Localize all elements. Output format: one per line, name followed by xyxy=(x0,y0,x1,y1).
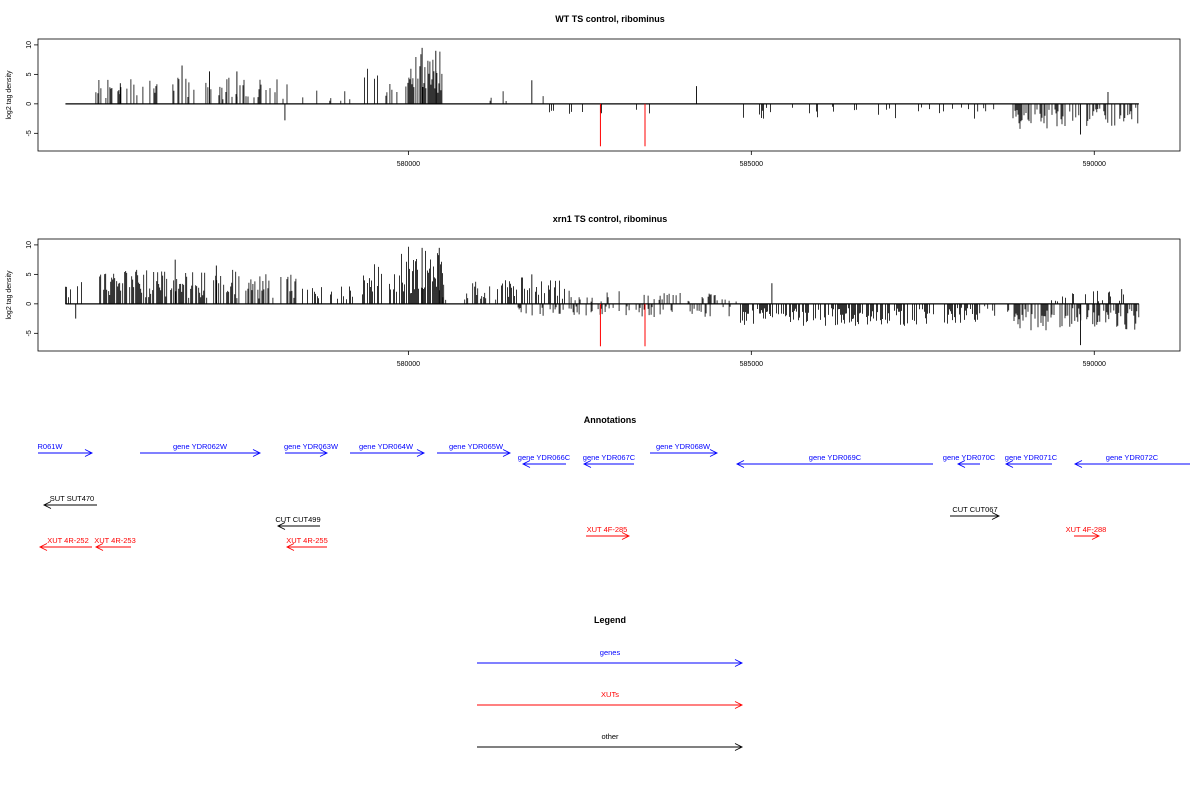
plot-frame xyxy=(37,238,1181,352)
gene-arrow-head xyxy=(416,449,426,457)
y-tick-label: 10 xyxy=(26,41,33,49)
x-tick-label: 585000 xyxy=(740,361,763,368)
other-arrow-head xyxy=(991,512,1001,520)
density-bars xyxy=(489,91,544,104)
y-tick-label: 5 xyxy=(26,272,33,276)
xut-arrow-head xyxy=(38,543,48,551)
y-tick-label: 0 xyxy=(26,302,33,306)
density-bars xyxy=(743,103,975,119)
density-bars xyxy=(1013,303,1067,331)
density-bars xyxy=(740,303,978,326)
density-bars xyxy=(65,282,82,304)
density-bars xyxy=(231,79,288,104)
xut-label: XUT 4F-288 xyxy=(1066,525,1107,534)
density-bars xyxy=(549,103,650,114)
xrn1-track-ylabel: log2 tag density xyxy=(6,270,13,320)
density-bars xyxy=(364,68,378,104)
x-tick-label: 585000 xyxy=(740,161,763,168)
density-bars xyxy=(302,90,351,104)
density-bars xyxy=(1051,290,1124,304)
gene-label: gene YDR072C xyxy=(1106,453,1159,462)
gene-label: gene YDR071C xyxy=(1005,453,1058,462)
y-tick-label: 5 xyxy=(26,72,33,76)
gene-arrow-head xyxy=(502,449,512,457)
gene-arrow-head xyxy=(1004,460,1014,468)
annotations-title: Annotations xyxy=(584,415,637,425)
density-bars xyxy=(442,281,497,304)
xut-label: XUT 4R-253 xyxy=(94,536,136,545)
gene-arrow-head xyxy=(709,449,719,457)
gene-label: gene YDR062W xyxy=(173,442,228,451)
gene-arrow-head xyxy=(252,449,262,457)
density-bars xyxy=(99,269,237,304)
density-bars xyxy=(1012,103,1066,129)
y-tick-label: -5 xyxy=(26,130,33,136)
x-tick-label: 580000 xyxy=(397,361,420,368)
xut-label: XUT 4F-285 xyxy=(587,525,628,534)
density-bars xyxy=(95,77,230,104)
gene-arrow-head xyxy=(582,460,592,468)
density-bars xyxy=(236,274,297,304)
density-bars xyxy=(977,103,995,112)
density-bars xyxy=(497,277,565,304)
gene-arrow-head xyxy=(1073,460,1083,468)
gene-arrow-head xyxy=(319,449,329,457)
xut-arrow-head xyxy=(621,532,631,540)
other-arrow-head xyxy=(42,501,52,509)
legend-arrow-head xyxy=(734,743,744,751)
xrn1-track-panel: xrn1 TS control, ribominus log2 tag dens… xyxy=(6,214,1181,368)
density-bars xyxy=(568,290,737,304)
gene-arrow-head xyxy=(956,460,966,468)
density-bars xyxy=(1069,103,1139,126)
gene-label: gene YDR063W xyxy=(284,442,339,451)
other-arrow-head xyxy=(276,522,286,530)
other-label: CUT CUT067 xyxy=(952,505,997,514)
x-tick-label: 580000 xyxy=(397,161,420,168)
legend-panel: Legend genes XUTs other xyxy=(477,615,744,751)
gene-label: gene YDR070C xyxy=(943,453,996,462)
gene-label: gene YDR064W xyxy=(359,442,414,451)
gene-arrow-head xyxy=(521,460,531,468)
gene-arrow-head xyxy=(84,449,94,457)
xrn1-track-title: xrn1 TS control, ribominus xyxy=(553,214,668,224)
y-tick-label: 0 xyxy=(26,102,33,106)
gene-label: gene YDR069C xyxy=(809,453,862,462)
wt-track-title: WT TS control, ribominus xyxy=(555,14,665,24)
legend-label: other xyxy=(601,732,619,741)
legend-label: XUTs xyxy=(601,690,619,699)
other-label: SUT SUT470 xyxy=(50,494,94,503)
plot-frame xyxy=(37,38,1181,152)
legend-label: genes xyxy=(600,648,621,657)
xut-label: XUT 4R-255 xyxy=(286,536,328,545)
gene-arrow-head xyxy=(735,460,745,468)
gene-label: R061W xyxy=(37,442,63,451)
density-bars xyxy=(385,84,398,104)
xut-label: XUT 4R-252 xyxy=(47,536,89,545)
y-tick-label: 10 xyxy=(26,241,33,249)
legend-arrow-head xyxy=(734,659,744,667)
density-bars xyxy=(979,303,1010,316)
wt-track-ylabel: log2 tag density xyxy=(6,70,13,120)
density-bars xyxy=(405,51,443,104)
xut-arrow-head xyxy=(94,543,104,551)
x-tick-label: 590000 xyxy=(1083,361,1106,368)
legend-arrow-head xyxy=(734,701,744,709)
annotations-panel: Annotations R061W gene YDR062W gene YDR063… xyxy=(37,415,1190,551)
density-bars xyxy=(1067,303,1140,330)
xut-arrow-head xyxy=(1091,532,1101,540)
gene-label: gene YDR066C xyxy=(518,453,571,462)
wt-track-panel: WT TS control, ribominus log2 tag densit… xyxy=(6,14,1181,168)
gene-label: gene YDR067C xyxy=(583,453,636,462)
gene-label: gene YDR065W xyxy=(449,442,504,451)
density-bars xyxy=(362,264,400,304)
legend-title: Legend xyxy=(594,615,626,625)
other-label: CUT CUT499 xyxy=(275,515,320,524)
density-bars xyxy=(517,303,731,317)
density-bars xyxy=(302,286,353,304)
gene-label: gene YDR068W xyxy=(656,442,711,451)
x-tick-label: 590000 xyxy=(1083,161,1106,168)
xut-arrow-head xyxy=(285,543,295,551)
y-tick-label: -5 xyxy=(26,330,33,336)
